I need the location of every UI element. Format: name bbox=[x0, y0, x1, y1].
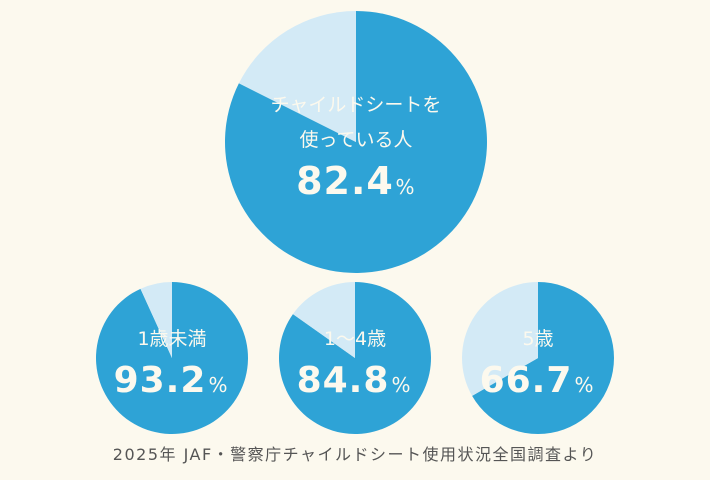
pie-1-to-4-value: 84.8 bbox=[297, 360, 390, 401]
pie-overall-used-slice bbox=[224, 11, 487, 274]
pie-age-5-unit: % bbox=[574, 373, 593, 397]
pie-age-5: 5歳 66.7 % bbox=[462, 281, 615, 434]
source-note: 2025年 JAF・警察庁チャイルドシート使用状況全国調査より bbox=[112, 445, 598, 464]
pie-overall: チャイルドシートを 使っている人 82.4 % bbox=[224, 11, 487, 274]
pie-overall-unit: % bbox=[395, 175, 414, 199]
pie-overall-unused-slice bbox=[238, 11, 356, 142]
pie-1-to-4: 1～4歳 84.8 % bbox=[279, 282, 432, 434]
pie-overall-title-line2: 使っている人 bbox=[299, 129, 412, 151]
pie-under-1-unused-slice bbox=[140, 282, 172, 358]
pie-age-5-value: 66.7 bbox=[480, 360, 573, 401]
pie-overall-title-line1: チャイルドシートを bbox=[271, 94, 442, 116]
pie-under-1-title: 1歳未満 bbox=[137, 328, 206, 350]
pie-under-1: 1歳未満 93.2 % bbox=[96, 282, 249, 434]
pie-age-5-used-slice bbox=[472, 282, 615, 434]
pie-age-5-title: 5歳 bbox=[522, 328, 553, 350]
pie-under-1-value: 93.2 bbox=[114, 360, 207, 401]
pie-under-1-used-slice bbox=[96, 282, 249, 434]
pie-1-to-4-title: 1～4歳 bbox=[324, 328, 386, 350]
pie-overall-value: 82.4 bbox=[296, 159, 394, 203]
pie-1-to-4-unused-slice bbox=[292, 282, 355, 358]
pie-1-to-4-unit: % bbox=[391, 373, 410, 397]
pie-under-1-unit: % bbox=[208, 373, 227, 397]
pie-age-5-unused-slice bbox=[462, 281, 538, 396]
